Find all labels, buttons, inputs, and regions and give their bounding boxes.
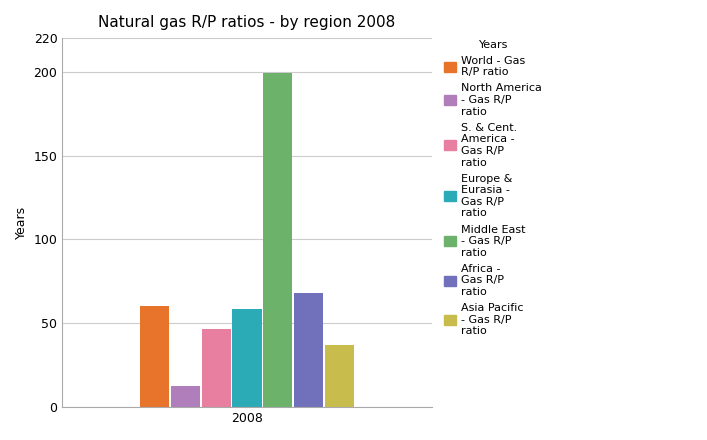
Bar	[171, 386, 200, 407]
Bar	[140, 306, 169, 407]
Bar	[233, 309, 262, 407]
Bar	[325, 345, 354, 407]
Bar	[263, 73, 293, 407]
Title: Natural gas R/P ratios - by region 2008: Natural gas R/P ratios - by region 2008	[98, 15, 396, 30]
Bar	[201, 329, 231, 407]
Legend: World - Gas
R/P ratio, North America
- Gas R/P
ratio, S. & Cent.
America -
Gas R: World - Gas R/P ratio, North America - G…	[441, 36, 545, 340]
Y-axis label: Years: Years	[15, 206, 28, 239]
Bar	[294, 293, 323, 407]
